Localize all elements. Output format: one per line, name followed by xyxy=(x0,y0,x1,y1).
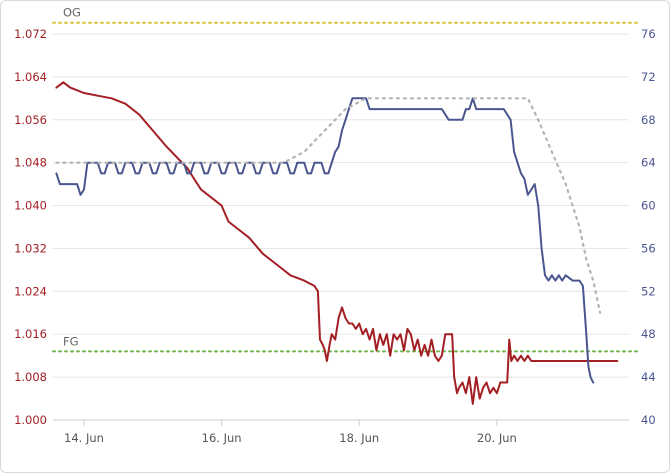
y-right-tick-label: 72 xyxy=(641,70,656,84)
reference-label-fg: FG xyxy=(63,334,79,348)
x-tick-label: 18. Jun xyxy=(339,431,379,445)
y-left-tick-label: 1.072 xyxy=(14,27,47,41)
y-right-tick-label: 48 xyxy=(641,327,656,341)
y-right-tick-label: 64 xyxy=(641,156,656,170)
y-left-tick-label: 1.008 xyxy=(14,370,47,384)
y-left-tick-label: 1.056 xyxy=(14,113,47,127)
series-line-1 xyxy=(55,81,619,405)
y-right-tick-label: 68 xyxy=(641,113,656,127)
series-line-2 xyxy=(55,97,595,384)
reference-lines: OG FG xyxy=(52,6,642,353)
grid-layer xyxy=(53,33,629,421)
y-right-tick-label: 56 xyxy=(641,241,656,255)
y-left-tick-label: 1.016 xyxy=(14,327,47,341)
series-layer xyxy=(55,81,619,405)
y-right-tick-label: 40 xyxy=(641,413,656,427)
axis-layer: 1.000 40 1.008 44 1.016 48 1.024 52 1.032 56 1.040… xyxy=(14,27,656,445)
y-right-tick-label: 52 xyxy=(641,284,656,298)
y-right-tick-label: 60 xyxy=(641,199,656,213)
x-tick-label: 16. Jun xyxy=(202,431,242,445)
y-left-tick-label: 1.040 xyxy=(14,199,47,213)
y-left-tick-label: 1.032 xyxy=(14,241,47,255)
y-left-tick-label: 1.064 xyxy=(14,70,47,84)
y-right-tick-label: 44 xyxy=(641,370,656,384)
reference-label-og: OG xyxy=(63,6,81,20)
y-right-tick-label: 76 xyxy=(641,27,656,41)
x-tick-label: 14. Jun xyxy=(64,431,104,445)
x-tick-label: 20. Jun xyxy=(477,431,517,445)
y-left-tick-label: 1.048 xyxy=(14,156,47,170)
y-left-tick-label: 1.000 xyxy=(14,413,47,427)
y-left-tick-label: 1.024 xyxy=(14,284,47,298)
